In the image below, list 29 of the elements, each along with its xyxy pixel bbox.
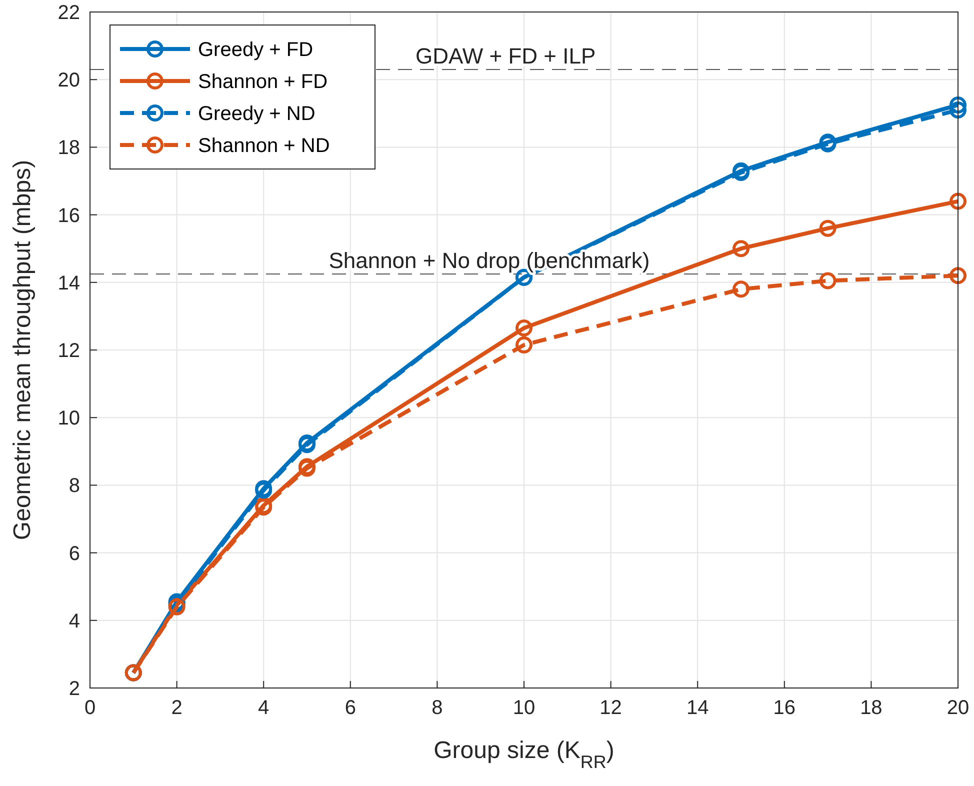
y-tick-label: 6 (68, 542, 80, 565)
x-tick-label: 4 (258, 697, 270, 719)
y-tick-label: 2 (68, 678, 80, 700)
legend-label: Greedy + ND (198, 103, 316, 125)
y-tick-label: 4 (68, 610, 80, 632)
x-tick-label: 14 (686, 697, 709, 719)
y-tick-label: 22 (58, 2, 80, 24)
y-tick-label: 10 (58, 408, 80, 430)
x-tick-label: 10 (512, 697, 536, 719)
x-tick-label: 18 (860, 697, 882, 719)
y-tick-label: 12 (58, 340, 80, 362)
x-axis-title: Group size (K$_{RR}$) (434, 737, 614, 772)
y-axis-title: Geometric mean throughput (mbps) (9, 160, 36, 540)
x-tick-label: 8 (432, 697, 443, 719)
x-tick-label: 0 (84, 697, 96, 719)
legend-label: Greedy + FD (198, 39, 314, 61)
y-tick-label: 20 (58, 70, 80, 92)
y-tick-label: 16 (58, 204, 80, 227)
x-tick-label: 6 (344, 697, 356, 719)
x-tick-label: 12 (600, 697, 622, 719)
x-tick-label: 16 (773, 697, 796, 719)
y-tick-label: 8 (68, 475, 80, 498)
x-tick-label: 20 (946, 697, 970, 719)
legend-label: Shannon + ND (198, 135, 330, 157)
ref-line-label: GDAW + FD + ILP (416, 43, 596, 68)
legend-label: Shannon + FD (198, 71, 328, 93)
y-tick-label: 14 (58, 272, 80, 294)
x-tick-label: 2 (171, 697, 182, 719)
y-tick-label: 18 (58, 137, 80, 160)
